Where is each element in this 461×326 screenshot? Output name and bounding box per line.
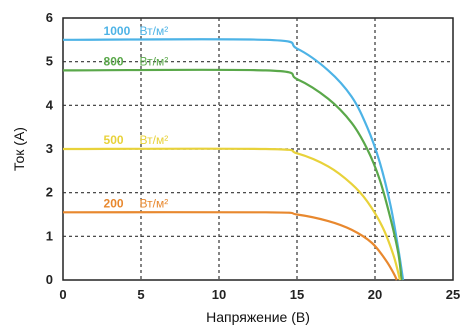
series-group — [62, 38, 405, 281]
series-line-1000 — [62, 38, 405, 281]
series-unit-500: Вт/м² — [140, 133, 169, 147]
x-tick-label: 25 — [446, 287, 460, 302]
x-tick-labels: 0 5 10 15 20 25 — [59, 287, 460, 302]
y-tick-label: 1 — [46, 228, 53, 243]
y-tick-labels: 0 1 2 3 4 5 6 — [46, 10, 54, 287]
x-tick-label: 10 — [212, 287, 226, 302]
x-tick-label: 20 — [368, 287, 382, 302]
series-unit-800: Вт/м² — [140, 54, 169, 68]
y-tick-label: 2 — [46, 185, 53, 200]
x-tick-label: 15 — [290, 287, 304, 302]
x-tick-label: 0 — [59, 287, 66, 302]
series-unit-1000: Вт/м² — [140, 24, 169, 38]
series-line-800 — [62, 68, 403, 281]
y-tick-label: 6 — [46, 10, 53, 25]
series-unit-200: Вт/м² — [140, 196, 169, 210]
y-tick-label: 4 — [46, 97, 54, 112]
y-tick-label: 0 — [46, 272, 53, 287]
series-labels: 1000 Вт/м² 800 Вт/м² 500 Вт/м² 200 Вт/м² — [104, 24, 169, 210]
series-line-200 — [62, 211, 398, 281]
y-axis-title: Ток (A) — [11, 127, 27, 171]
y-tick-label: 3 — [46, 141, 53, 156]
series-label-200: 200 — [104, 196, 124, 210]
series-label-500: 500 — [104, 133, 124, 147]
x-tick-label: 5 — [137, 287, 144, 302]
x-axis-title: Напряжение (B) — [206, 309, 310, 325]
series-line-500 — [62, 147, 402, 281]
series-label-800: 800 — [104, 54, 124, 68]
series-label-1000: 1000 — [104, 24, 131, 38]
y-tick-label: 5 — [46, 54, 53, 69]
